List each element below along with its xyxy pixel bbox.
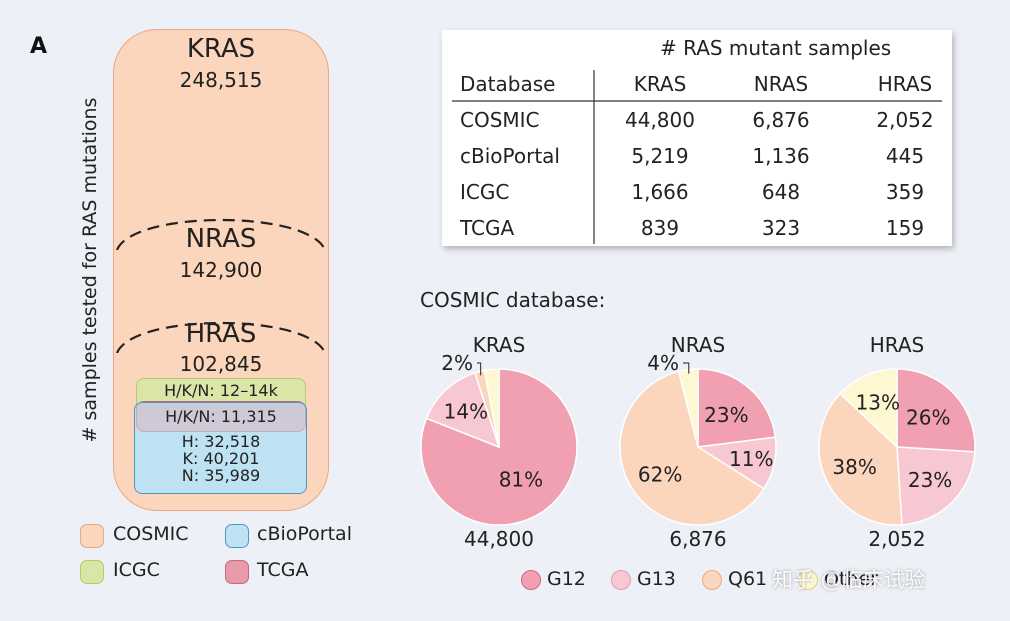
pie-label-nras-g12: 23% (704, 403, 748, 427)
legend-swatch-cbioportal (225, 524, 249, 548)
table-cell-value: 359 (885, 180, 925, 204)
pie-total-nras: 6,876 (669, 527, 727, 551)
cbioportal-values: H: 32,518 K: 40,201 N: 35,989 (136, 433, 306, 484)
pie-label-hras-q61: 38% (832, 455, 876, 479)
pie-slice-nras-g12 (697, 368, 777, 448)
table-cell-value: 1,666 (631, 180, 689, 204)
table-cell-db: cBioPortal (460, 144, 560, 168)
y-axis-label: # samples tested for RAS mutations (79, 97, 101, 443)
pie-slice-hras-q61 (818, 392, 903, 526)
nras-boundary (115, 219, 327, 250)
table-cell-value: 6,876 (752, 108, 810, 132)
table-header-nras: NRAS (753, 72, 809, 96)
pie-slice-kras-g12 (420, 368, 578, 526)
pie-slice-nras-q61 (619, 370, 765, 526)
pie-title-nras: NRAS (670, 333, 726, 357)
pie-slice-kras-other (483, 368, 500, 448)
legend-dot-q61 (702, 570, 722, 590)
pie-title-hras: HRAS (869, 333, 925, 357)
nras-value: 142,900 (179, 258, 263, 282)
pie-slice-hras-g13 (896, 446, 976, 526)
pie-title-kras: KRAS (472, 333, 526, 357)
pie-label-kras-g13: 14% (444, 400, 488, 424)
legend-label-cbioportal: cBioPortal (257, 523, 352, 545)
table-cell-value: 2,052 (876, 108, 934, 132)
panel-label: A (30, 34, 48, 59)
pie-total-kras: 44,800 (464, 527, 534, 551)
cbioportal-region (134, 402, 307, 494)
table-header-hras: HRAS (877, 72, 933, 96)
legend-label-q61: Q61 (728, 568, 768, 590)
legend-label-g12: G12 (547, 568, 586, 590)
table-cell-value: 839 (640, 216, 680, 240)
table-title: # RAS mutant samples (660, 36, 892, 60)
cbio-n-value: N: 35,989 (181, 466, 261, 485)
pie-leader-nras-other (683, 362, 690, 374)
table-cell-db: COSMIC (460, 108, 540, 132)
kras-label: KRAS (186, 34, 256, 64)
pie-total-hras: 2,052 (868, 527, 926, 551)
table-cell-value: 5,219 (631, 144, 689, 168)
icgc-label: H/K/N: 12–14k (164, 381, 278, 400)
legend-dot-g12 (521, 570, 541, 590)
hras-label: HRAS (185, 319, 257, 349)
legend-label-other: Other (824, 568, 878, 590)
pie-label-nras-g13: 11% (729, 447, 773, 471)
pie-label-hras-g13: 23% (908, 468, 952, 492)
legend-dot-g13 (611, 570, 631, 590)
cbio-h-value: H: 32,518 (181, 432, 261, 451)
table-cell-value: 323 (761, 216, 801, 240)
hras-value: 102,845 (179, 352, 263, 376)
pie-label-hras-g12: 26% (906, 406, 950, 430)
tcga-label: H/K/N: 11,315 (165, 407, 277, 426)
pie-charts: 81% 14% 2% 23% 11% 62% 4% 26% 23% 38% 13% (420, 351, 976, 526)
cbio-k-value: K: 40,201 (182, 449, 260, 468)
mutant-samples-table (442, 30, 952, 246)
table-header-kras: KRAS (633, 72, 687, 96)
hras-boundary (115, 322, 327, 353)
table-lines (452, 70, 942, 244)
pie-label-nras-q61: 62% (638, 463, 682, 487)
legend-label-icgc: ICGC (113, 559, 160, 581)
table-cell-db: ICGC (460, 180, 510, 204)
pie-label-kras-g12: 81% (499, 467, 543, 491)
table-cell-value: 648 (761, 180, 801, 204)
legend-swatch-icgc (80, 560, 104, 584)
table-header-database: Database (460, 72, 556, 96)
legend-swatch-tcga (225, 560, 249, 584)
table-cell-value: 159 (885, 216, 925, 240)
pie-label-kras-q61: 2% (441, 351, 473, 375)
kras-value: 248,515 (179, 68, 263, 92)
cosmic-database-title: COSMIC database: (420, 288, 606, 312)
legend-dot-other (798, 570, 818, 590)
pie-label-nras-other: 4% (647, 351, 679, 375)
watermark: 知乎 @临床试验 (772, 568, 926, 592)
legend-label-cosmic: COSMIC (113, 523, 189, 545)
pie-label-hras-other: 13% (856, 391, 900, 415)
table-cell-value: 1,136 (752, 144, 810, 168)
table-cell-db: TCGA (460, 216, 515, 240)
pie-slice-hras-other (839, 368, 898, 449)
nras-label: NRAS (185, 224, 257, 254)
pie-slice-hras-g12 (896, 368, 976, 453)
table-cell-value: 44,800 (625, 108, 695, 132)
legend-label-g13: G13 (637, 568, 676, 590)
legend-label-tcga: TCGA (257, 559, 309, 581)
table-cell-value: 445 (885, 144, 925, 168)
pie-leader-kras-q61 (477, 362, 482, 376)
legend-swatch-cosmic (80, 524, 104, 548)
